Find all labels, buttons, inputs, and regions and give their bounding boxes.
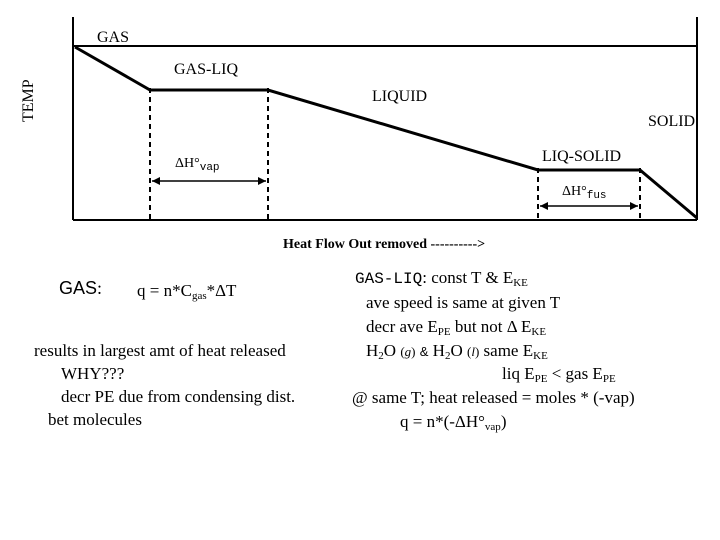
dh-vap-arrow <box>152 177 266 185</box>
left-notes-line2: WHY??? <box>61 364 125 383</box>
left-notes-line3: decr PE due from condensing dist. <box>61 387 296 406</box>
cooling-curve <box>74 45 698 220</box>
x-axis-caption: Heat Flow Out removed ----------> <box>283 237 486 252</box>
left-notes-line4: bet molecules <box>48 410 142 429</box>
right-notes-line5: liq EPE < gas EPE <box>502 364 616 385</box>
label-gas: GAS <box>97 29 130 46</box>
label-liquid: LIQUID <box>372 88 428 105</box>
right-notes-line3: decr ave EPE but not Δ EKE <box>366 317 547 338</box>
label-dh-fus: ΔH°fus <box>562 184 607 202</box>
right-notes-line1: GAS-LIQ: const T & EKE <box>355 268 528 289</box>
label-solid: SOLID <box>648 113 696 130</box>
label-gas-liq: GAS-LIQ <box>174 61 238 78</box>
right-notes-line6: @ same T; heat released = moles * (-vap) <box>352 388 635 407</box>
y-axis-label: TEMP <box>20 79 37 122</box>
dh-fus-arrow <box>540 202 638 210</box>
left-notes-line1: results in largest amt of heat released <box>34 341 286 360</box>
label-dh-vap: ΔH°vap <box>175 156 220 174</box>
left-notes-formula: q = n*Cgas*ΔT <box>137 281 237 302</box>
right-notes-line4: H2O (g) & H2O (l) same EKE <box>366 341 548 362</box>
right-notes-line7: q = n*(-ΔH°vap) <box>400 412 507 433</box>
label-liq-solid: LIQ-SOLID <box>542 148 622 165</box>
left-notes-heading: GAS: <box>59 278 103 298</box>
right-notes-line2: ave speed is same at given T <box>366 293 561 312</box>
